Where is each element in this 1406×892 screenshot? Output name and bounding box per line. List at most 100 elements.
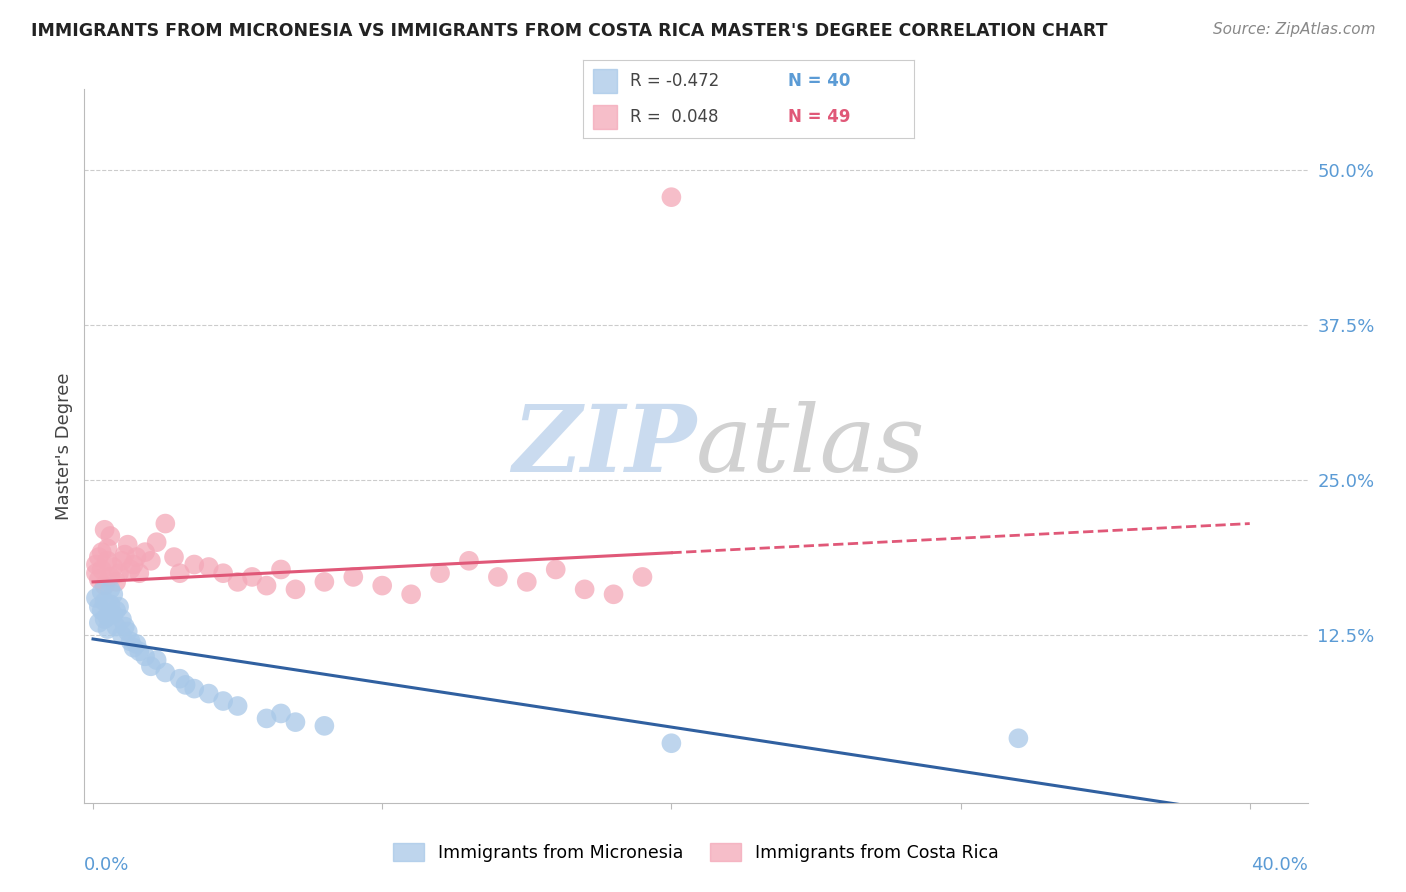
Point — [93, 523, 115, 537]
Point — [399, 587, 422, 601]
Point — [122, 640, 145, 655]
Point — [240, 570, 263, 584]
Point — [96, 622, 118, 636]
Legend: Immigrants from Micronesia, Immigrants from Costa Rica: Immigrants from Micronesia, Immigrants f… — [387, 837, 1005, 869]
Point — [197, 687, 219, 701]
Point — [90, 545, 112, 559]
Point — [117, 624, 139, 639]
Point — [145, 535, 167, 549]
Text: 0.0%: 0.0% — [84, 856, 129, 874]
Text: IMMIGRANTS FROM MICRONESIA VS IMMIGRANTS FROM COSTA RICA MASTER'S DEGREE CORRELA: IMMIGRANTS FROM MICRONESIA VS IMMIGRANTS… — [31, 22, 1108, 40]
Point — [125, 550, 148, 565]
Point — [226, 698, 249, 713]
Point — [108, 566, 131, 581]
Point — [139, 554, 162, 568]
Point — [125, 637, 148, 651]
Point — [114, 619, 136, 633]
Point — [661, 736, 683, 750]
Point — [122, 558, 145, 572]
Point — [270, 562, 292, 576]
Point — [139, 659, 162, 673]
Point — [96, 609, 118, 624]
Point — [93, 595, 115, 609]
Point — [134, 545, 156, 559]
Point — [256, 579, 278, 593]
Point — [108, 599, 131, 614]
Point — [602, 587, 624, 601]
Point — [661, 190, 683, 204]
Point — [155, 665, 177, 680]
Point — [100, 582, 122, 597]
Text: ZIP: ZIP — [512, 401, 696, 491]
Y-axis label: Master's Degree: Master's Degree — [55, 372, 73, 520]
Point — [90, 562, 112, 576]
Point — [284, 582, 307, 597]
Text: R = -0.472: R = -0.472 — [630, 72, 718, 90]
Point — [96, 554, 118, 568]
Point — [84, 558, 107, 572]
Point — [226, 574, 249, 589]
Text: Source: ZipAtlas.com: Source: ZipAtlas.com — [1212, 22, 1375, 37]
Text: 40.0%: 40.0% — [1251, 856, 1308, 874]
Point — [128, 566, 150, 581]
Point — [631, 570, 654, 584]
Point — [169, 672, 191, 686]
Point — [314, 719, 336, 733]
Point — [117, 538, 139, 552]
Point — [100, 529, 122, 543]
Point — [134, 649, 156, 664]
Point — [100, 597, 122, 611]
Point — [87, 615, 110, 630]
Point — [212, 694, 235, 708]
Point — [314, 574, 336, 589]
Point — [183, 558, 205, 572]
Point — [120, 634, 142, 648]
Point — [128, 644, 150, 658]
Point — [87, 573, 110, 587]
Point — [574, 582, 596, 597]
Point — [90, 603, 112, 617]
Point — [87, 550, 110, 565]
Point — [84, 591, 107, 605]
Point — [93, 579, 115, 593]
Point — [256, 711, 278, 725]
Point — [114, 548, 136, 562]
Point — [212, 566, 235, 581]
Point — [87, 599, 110, 614]
Text: N = 40: N = 40 — [789, 72, 851, 90]
Bar — [593, 70, 616, 93]
Point — [120, 562, 142, 576]
Point — [105, 574, 128, 589]
Point — [284, 715, 307, 730]
Text: R =  0.048: R = 0.048 — [630, 108, 718, 126]
Point — [270, 706, 292, 721]
Point — [516, 574, 538, 589]
Point — [155, 516, 177, 531]
Point — [100, 570, 122, 584]
Point — [145, 653, 167, 667]
Point — [96, 541, 118, 556]
Bar — [593, 105, 616, 128]
Point — [544, 562, 567, 576]
Point — [111, 554, 134, 568]
Point — [103, 587, 125, 601]
Point — [458, 554, 481, 568]
Point — [103, 607, 125, 622]
Text: N = 49: N = 49 — [789, 108, 851, 126]
Point — [111, 612, 134, 626]
Point — [90, 584, 112, 599]
Point — [1007, 731, 1029, 746]
Point — [429, 566, 451, 581]
Point — [103, 560, 125, 574]
Point — [183, 681, 205, 696]
Point — [105, 619, 128, 633]
Point — [84, 566, 107, 581]
Point — [111, 628, 134, 642]
Point — [105, 603, 128, 617]
Point — [169, 566, 191, 581]
Point — [371, 579, 394, 593]
Point — [342, 570, 364, 584]
Point — [197, 560, 219, 574]
Point — [174, 678, 197, 692]
Text: atlas: atlas — [696, 401, 925, 491]
